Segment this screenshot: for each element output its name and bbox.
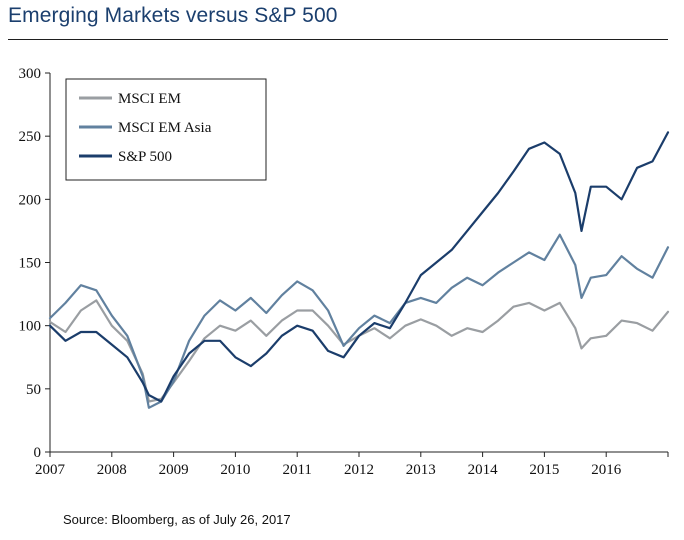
legend-label: MSCI EM <box>118 91 181 107</box>
legend-box <box>65 78 267 181</box>
series-lines <box>48 131 670 409</box>
y-tick-label: 300 <box>19 66 42 82</box>
x-tick-label: 2014 <box>468 462 499 478</box>
x-tick-label: 2009 <box>159 462 189 478</box>
y-tick-label: 200 <box>19 192 42 208</box>
y-tick-label: 50 <box>26 382 41 398</box>
x-tick-label: 2016 <box>591 462 622 478</box>
y-tick-label: 150 <box>19 256 42 272</box>
x-tick-label: 2015 <box>529 462 559 478</box>
legend-label: S&P 500 <box>118 149 172 165</box>
y-tick-label: 250 <box>19 129 42 145</box>
x-tick-label: 2013 <box>406 462 436 478</box>
chart-title: Emerging Markets versus S&P 500 <box>8 4 338 27</box>
x-axis: 2007 2008 2009 2010 2011 2012 2013 2014 2015 2016 <box>35 451 669 478</box>
title-rule <box>8 39 668 40</box>
series-line-msci-em <box>48 299 670 403</box>
x-tick-label: 2011 <box>282 462 311 478</box>
y-tick-label: 100 <box>19 319 42 335</box>
x-tick-label: 2010 <box>220 462 250 478</box>
legend: MSCI EM MSCI EM Asia S&P 500 <box>65 78 267 181</box>
series-line-msci-em-asia <box>48 233 670 409</box>
y-tick-label: 0 <box>34 445 42 461</box>
y-axis: 0 50 100 150 200 250 300 <box>19 66 51 461</box>
source-note: Source: Bloomberg, as of July 26, 2017 <box>63 512 291 527</box>
x-tick-label: 2012 <box>344 462 374 478</box>
x-tick-label: 2007 <box>35 462 66 478</box>
x-tick-label: 2008 <box>97 462 127 478</box>
series-line-s-p-500 <box>48 131 670 403</box>
legend-label: MSCI EM Asia <box>118 120 212 136</box>
